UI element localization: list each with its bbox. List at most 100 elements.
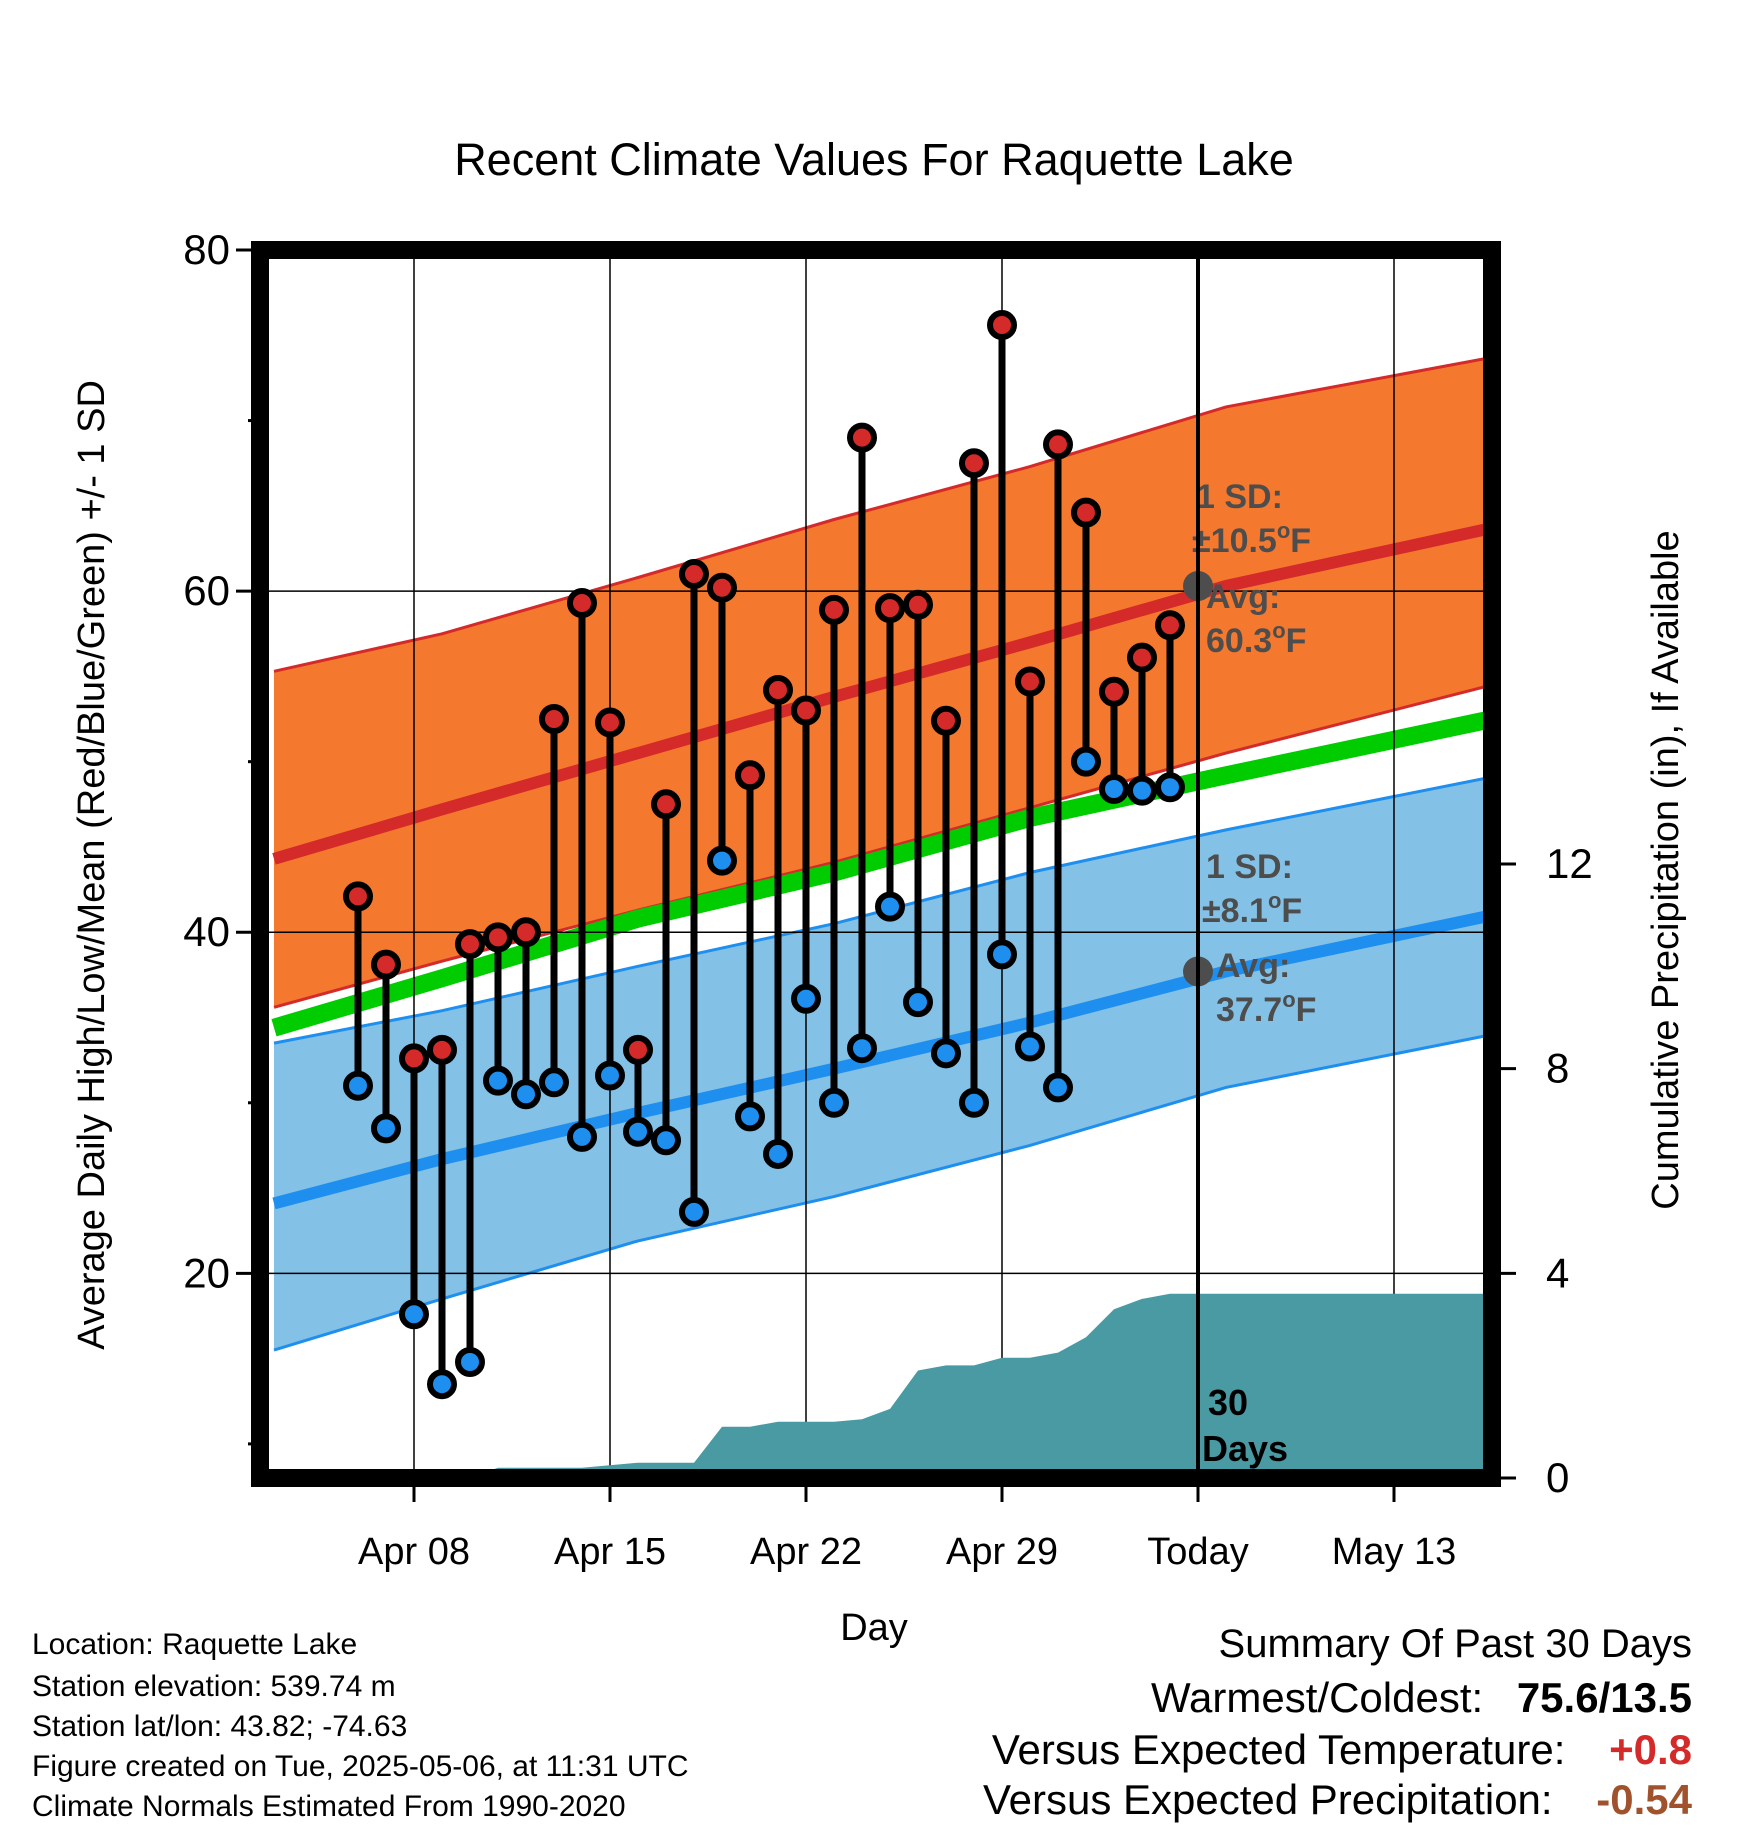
high-temp-point xyxy=(455,929,485,960)
high-temp-point xyxy=(875,593,905,624)
high-temp-point xyxy=(1155,610,1185,641)
low-temp-point xyxy=(511,1079,541,1110)
low-temp-point xyxy=(875,891,905,922)
low-temp-point xyxy=(819,1087,849,1118)
x-tick-label: May 13 xyxy=(1332,1531,1457,1573)
high-temp-point xyxy=(763,675,793,706)
y2-tick-label: 12 xyxy=(1546,840,1593,887)
low-temp-point xyxy=(483,1065,513,1096)
low-temp-point xyxy=(371,1113,401,1144)
low-temp-point xyxy=(1155,772,1185,803)
low-temp-point xyxy=(455,1347,485,1378)
low-temp-point xyxy=(763,1138,793,1169)
precip-area xyxy=(274,1293,1492,1478)
high-temp-point xyxy=(1015,666,1045,697)
low-temp-point xyxy=(539,1067,569,1098)
x-tick-label: Apr 15 xyxy=(554,1531,666,1573)
high-temp-point xyxy=(1127,642,1157,673)
x-tick-label: Apr 22 xyxy=(750,1531,862,1573)
low-temp-point xyxy=(343,1070,373,1101)
low-temp-point xyxy=(959,1087,989,1118)
x-tick-label: Apr 08 xyxy=(358,1531,470,1573)
summary-precip-value: -0.54 xyxy=(1596,1776,1692,1823)
high-temp-point xyxy=(707,572,737,603)
low-temp-point xyxy=(735,1101,765,1132)
low-temp-point xyxy=(595,1060,625,1091)
low-temp-point xyxy=(847,1033,877,1064)
high-temp-point xyxy=(791,695,821,726)
y-tick-label: 80 xyxy=(183,226,230,273)
low-temp-point xyxy=(791,983,821,1014)
low-temp-point xyxy=(399,1299,429,1330)
high-temp-point xyxy=(567,588,597,619)
high-temp-point xyxy=(371,949,401,980)
high-temp-point xyxy=(959,448,989,479)
summary-warmest: Warmest/Coldest: 75.6/13.5 xyxy=(1151,1674,1692,1722)
summary-temp-value: +0.8 xyxy=(1609,1726,1692,1773)
y-axis-title: Average Daily High/Low/Mean (Red/Blue/Gr… xyxy=(71,380,113,1350)
high-temp-point xyxy=(343,881,373,912)
summary-temp-label: Versus Expected Temperature: xyxy=(991,1726,1566,1773)
high-avg-value: 60.3oF xyxy=(1206,618,1306,660)
high-avg-label: Avg: xyxy=(1206,578,1280,616)
info-normals: Climate Normals Estimated From 1990-2020 xyxy=(32,1790,626,1823)
low-temp-point xyxy=(1127,775,1157,806)
high-temp-point xyxy=(539,704,569,735)
chart-title: Recent Climate Values For Raquette Lake xyxy=(454,134,1294,185)
low-temp-point xyxy=(707,845,737,876)
low-temp-point xyxy=(427,1369,457,1400)
days-label-line2: Days xyxy=(1202,1428,1288,1469)
low-sd-band xyxy=(274,777,1492,1351)
summary-title: Summary Of Past 30 Days xyxy=(1218,1622,1692,1666)
high-sd-value: ±10.5oF xyxy=(1192,518,1311,560)
low-temp-point xyxy=(1071,746,1101,777)
low-avg-label: Avg: xyxy=(1216,947,1290,985)
high-temp-point xyxy=(1099,676,1129,707)
info-created: Figure created on Tue, 2025-05-06, at 11… xyxy=(32,1750,689,1783)
y2-axis-title: Cumulative Precipitation (in), If Availa… xyxy=(1645,530,1687,1209)
info-elevation: Station elevation: 539.74 m xyxy=(32,1670,396,1703)
info-latlon: Station lat/lon: 43.82; -74.63 xyxy=(32,1710,408,1743)
high-temp-point xyxy=(1043,429,1073,460)
high-temp-point xyxy=(1071,497,1101,528)
y-tick-label: 40 xyxy=(183,908,230,955)
y2-tick-label: 8 xyxy=(1546,1045,1569,1092)
low-temp-point xyxy=(1043,1072,1073,1103)
low-sd-label: 1 SD: xyxy=(1206,848,1293,886)
x-axis-title: Day xyxy=(840,1607,908,1649)
info-location: Location: Raquette Lake xyxy=(32,1628,358,1661)
high-temp-point xyxy=(623,1034,653,1065)
low-temp-point xyxy=(1015,1031,1045,1062)
low-temp-point xyxy=(651,1125,681,1156)
x-tick-label: Apr 29 xyxy=(946,1531,1058,1573)
high-temp-point xyxy=(679,559,709,590)
high-temp-point xyxy=(931,705,961,736)
high-sd-upper-line xyxy=(273,355,1492,673)
y-tick-label: 60 xyxy=(183,567,230,614)
high-temp-point xyxy=(819,594,849,625)
low-sd-value: ±8.1oF xyxy=(1202,888,1302,930)
high-temp-point xyxy=(987,310,1017,341)
high-temp-point xyxy=(903,589,933,620)
low-temp-point xyxy=(987,939,1017,970)
high-temp-point xyxy=(483,922,513,953)
high-temp-point xyxy=(595,707,625,738)
low-temp-point xyxy=(623,1116,653,1147)
summary-precip: Versus Expected Precipitation: -0.54 xyxy=(983,1776,1692,1824)
high-sd-label: 1 SD: xyxy=(1196,478,1283,516)
low-avg-value: 37.7oF xyxy=(1216,987,1316,1029)
summary-warmest-value: 75.6/13.5 xyxy=(1516,1674,1692,1721)
low-temp-point xyxy=(903,987,933,1018)
low-temp-point xyxy=(1099,773,1129,804)
high-temp-point xyxy=(651,789,681,820)
days-label-line1: 30 xyxy=(1208,1382,1248,1423)
summary-precip-label: Versus Expected Precipitation: xyxy=(982,1776,1553,1823)
low-temp-point xyxy=(567,1121,597,1152)
high-temp-point xyxy=(399,1043,429,1074)
low-temp-point xyxy=(931,1038,961,1069)
high-temp-point xyxy=(735,760,765,791)
high-temp-point xyxy=(511,917,541,948)
x-tick-label: Today xyxy=(1147,1531,1248,1573)
high-annotation: 1 SD:±10.5oF Avg:60.3oF xyxy=(1192,478,1311,660)
